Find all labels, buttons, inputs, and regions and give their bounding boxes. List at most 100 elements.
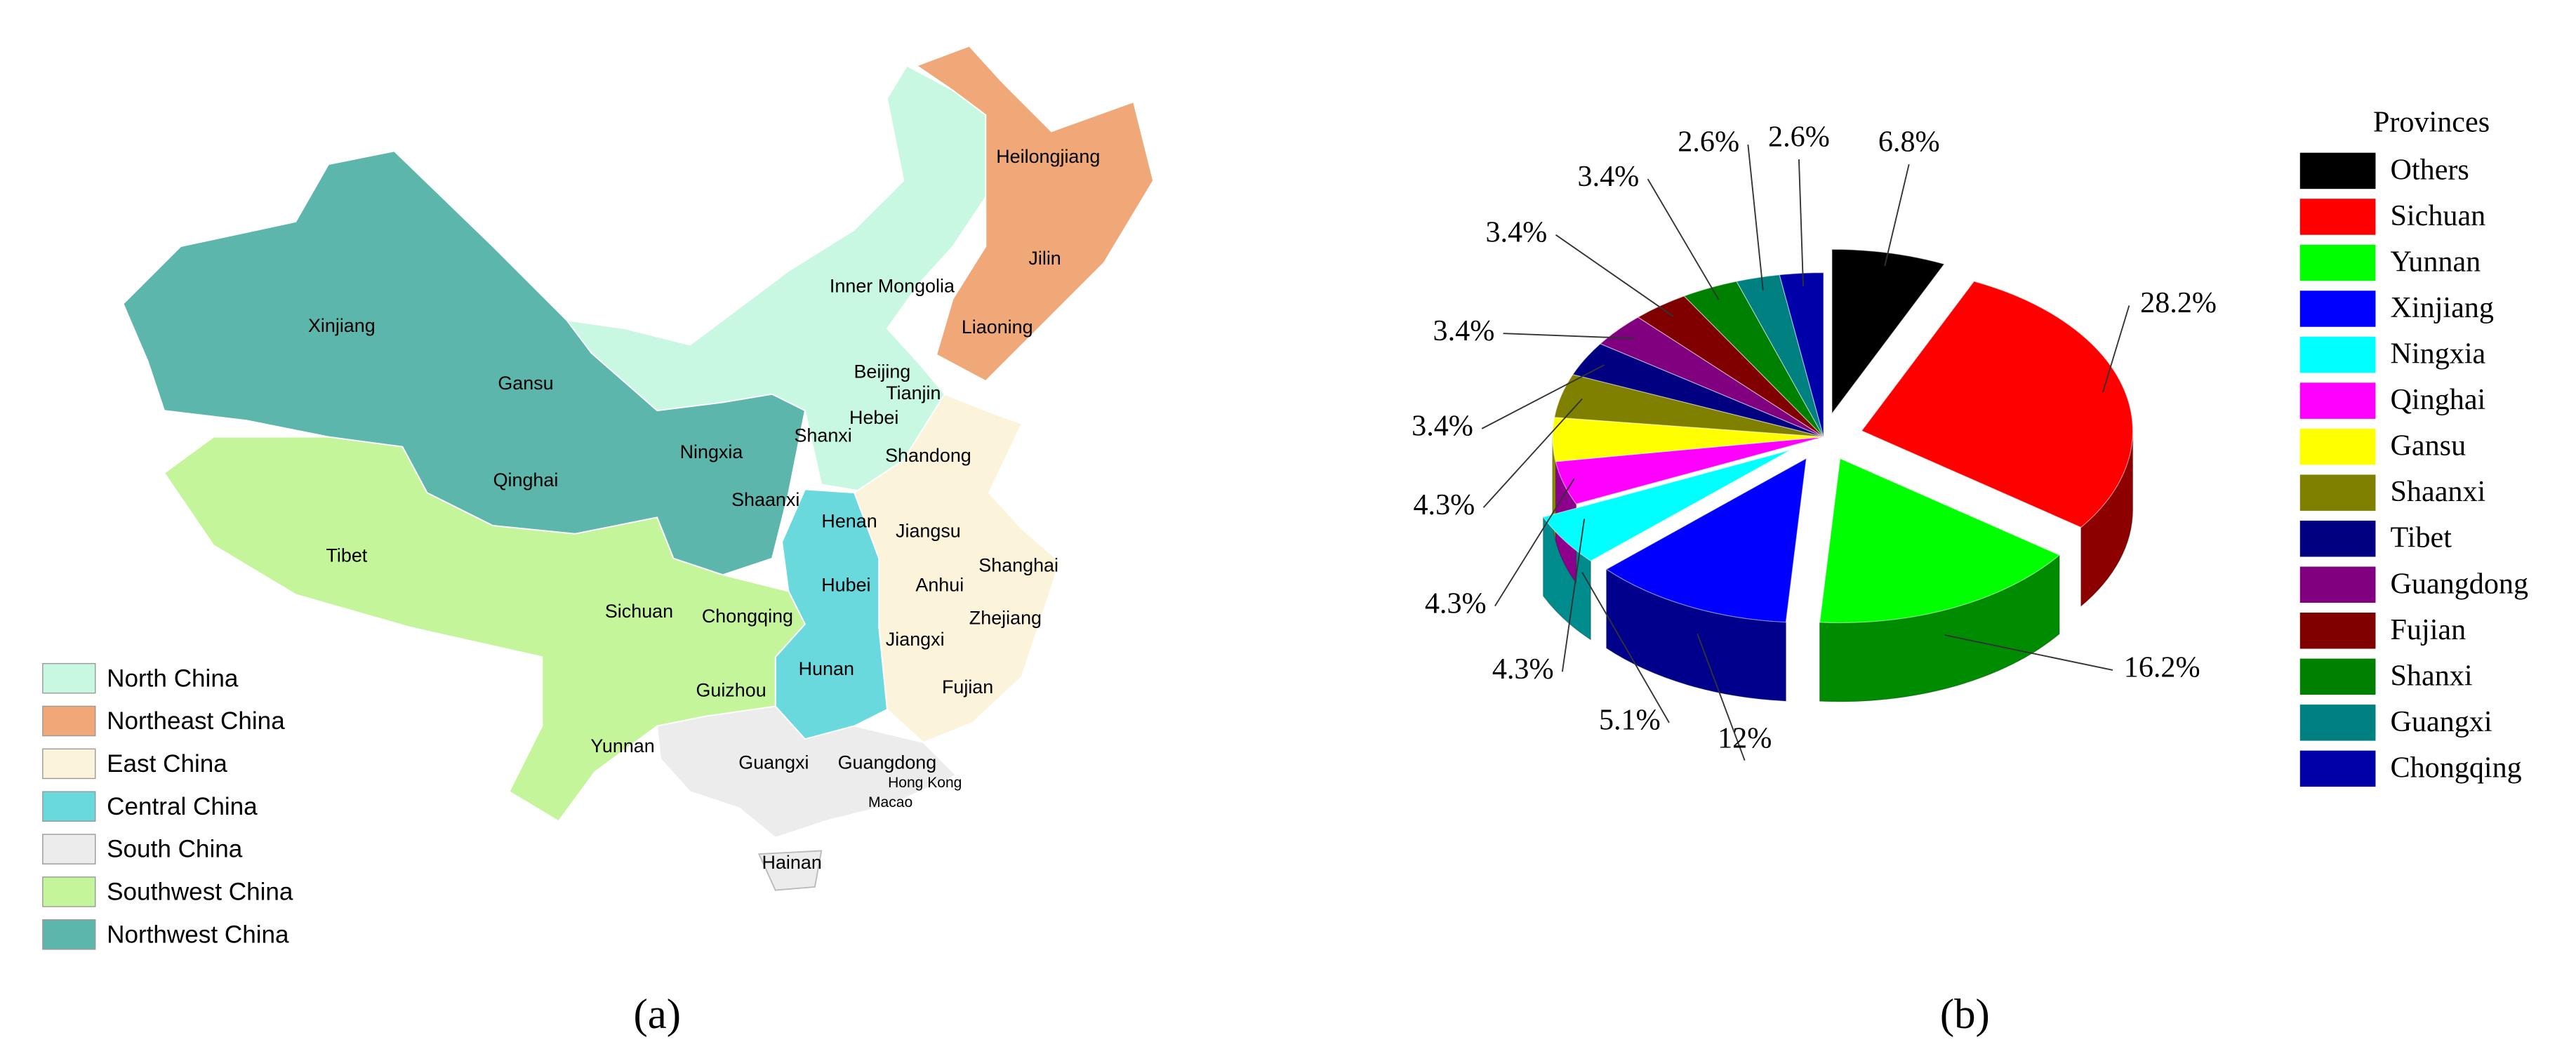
data-label: 4.3% (1492, 653, 1554, 686)
region (656, 705, 957, 839)
legend-swatch (2299, 613, 2376, 649)
province-label: Zhejiang (969, 607, 1042, 628)
leader-line (1581, 572, 1670, 723)
province-label: Hunan (799, 658, 854, 679)
leader-line (1555, 234, 1674, 317)
province-label: Fujian (942, 676, 993, 698)
leader-line (1647, 178, 1720, 300)
province-label: Hainan (762, 852, 822, 873)
slice (1605, 458, 1807, 623)
legend-swatch (42, 748, 96, 780)
legend-label: Shaanxi (2391, 475, 2486, 508)
legend-swatch (42, 662, 96, 694)
slice (1819, 458, 2061, 624)
data-label: 12% (1718, 721, 1772, 754)
province-label: Xinjiang (308, 315, 376, 336)
legend-swatch (2299, 750, 2376, 787)
province-label: Anhui (915, 575, 964, 596)
legend-label: Northwest China (107, 921, 289, 948)
province-label: Jiangsu (896, 520, 961, 541)
legend-swatch (2299, 152, 2376, 189)
legend-title: Provinces (2373, 106, 2490, 139)
legend-swatch (2299, 520, 2376, 557)
legend-label: Tibet (2391, 521, 2452, 554)
province-label: Beijing (854, 361, 910, 382)
leader-line (1481, 364, 1605, 429)
legend-label: Central China (107, 793, 258, 820)
province-label: Shanxi (794, 425, 851, 446)
legend-label: Xinjiang (2391, 291, 2494, 324)
slice (1831, 248, 1945, 415)
data-label: 5.1% (1599, 704, 1661, 737)
leader-line (1697, 633, 1746, 761)
data-label: 4.3% (1413, 488, 1475, 521)
province-label: Inner Mongolia (830, 276, 955, 297)
legend-swatch (2299, 244, 2376, 281)
pie-chart: 6.8%28.2%16.2%12%5.1%4.3%4.3%4.3%3.4%3.4… (1412, 106, 2528, 787)
legend-label: Chongqing (2391, 751, 2522, 784)
data-label: 3.4% (1433, 314, 1495, 347)
province-label: Guangxi (738, 752, 809, 773)
leader-line (1482, 398, 1583, 508)
province-label: Shanghai (978, 555, 1058, 576)
province-label: Hong Kong (888, 775, 962, 791)
caption: (a) (633, 991, 681, 1038)
legend-swatch (2299, 199, 2376, 235)
legend-label: Sichuan (2391, 199, 2486, 232)
legend-swatch (2299, 566, 2376, 603)
legend-label: East China (107, 750, 227, 778)
legend-label: Gansu (2391, 429, 2467, 462)
region (757, 850, 823, 891)
slice (1861, 281, 2134, 528)
legend-label: Qinghai (2391, 383, 2486, 416)
leader-line (1747, 144, 1764, 291)
province-label: Guangdong (838, 752, 937, 773)
region (915, 45, 1155, 382)
data-label: 3.4% (1578, 160, 1640, 193)
province-label: Sichuan (605, 601, 673, 622)
legend-swatch (2299, 382, 2376, 419)
map: Xinjiang Gansu Qinghai Tibet Inner Mongolia H… (42, 45, 1155, 950)
province-label: Henan (821, 510, 877, 531)
data-label: 16.2% (2124, 651, 2200, 684)
province-label: Shaanxi (731, 489, 799, 510)
leader-line (1494, 478, 1575, 607)
province-label: Macao (868, 794, 912, 810)
province-label: Guizhou (696, 679, 766, 700)
legend-label: Southwest China (107, 879, 293, 906)
legend-swatch (2299, 291, 2376, 327)
province-label: Heilongjiang (996, 146, 1100, 167)
legend-swatch (2299, 428, 2376, 465)
data-label: 28.2% (2140, 286, 2217, 319)
leader-line (1561, 519, 1586, 672)
province-label: Qinghai (493, 469, 559, 491)
data-label: 2.6% (1678, 126, 1739, 159)
data-label: 3.4% (1485, 215, 1547, 248)
legend-swatch (2299, 658, 2376, 695)
province-label: Tibet (326, 545, 367, 566)
slice (1779, 272, 1824, 437)
legend-label: Fujian (2391, 613, 2467, 646)
province-label: Gansu (498, 373, 553, 394)
legend-swatch (42, 791, 96, 822)
legend-swatch (42, 705, 96, 737)
legend-label: Shanxi (2391, 659, 2473, 692)
legend-label: North China (107, 665, 239, 692)
legend-label: Yunnan (2391, 246, 2481, 279)
leader-line (2102, 305, 2130, 393)
province-label: Yunnan (590, 735, 654, 756)
legend-label: Northeast China (107, 707, 285, 735)
legend-swatch (42, 876, 96, 907)
legend-label: Others (2391, 153, 2469, 186)
province-label: Chongqing (702, 606, 793, 627)
legend-swatch (42, 919, 96, 950)
legend-swatch (2299, 474, 2376, 511)
legend-label: Guangdong (2391, 567, 2529, 600)
province-label: Hubei (821, 575, 870, 596)
province-label: Tianjin (886, 382, 941, 403)
leader-line (1503, 333, 1635, 340)
data-label: 3.4% (1412, 410, 1473, 443)
province-label: Shandong (885, 445, 971, 466)
